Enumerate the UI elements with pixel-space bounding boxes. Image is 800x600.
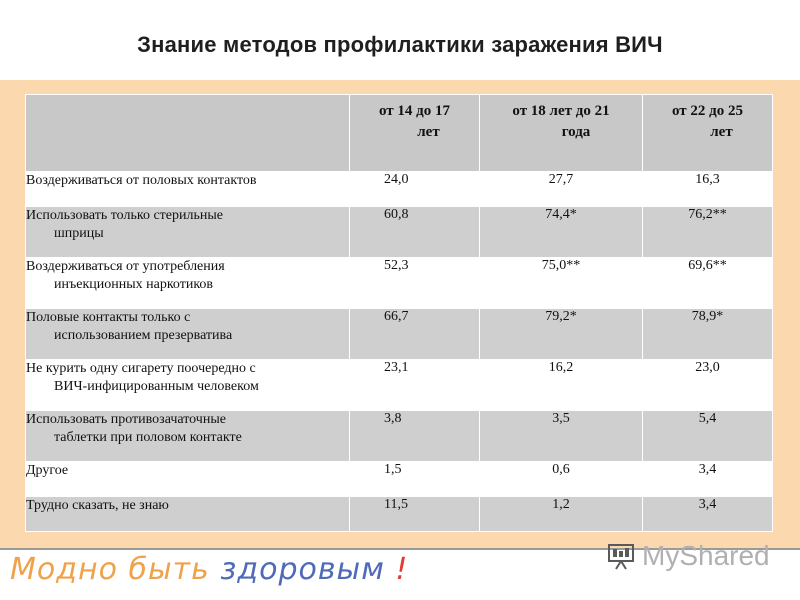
cell-value: 5,4 bbox=[642, 410, 773, 462]
slogan-part-1: Модно быть bbox=[10, 552, 210, 587]
row-label: Использовать только стерильные bbox=[26, 208, 223, 223]
cell-value: 0,6 bbox=[479, 461, 643, 497]
table-row: Использовать противозачаточные таблетки п… bbox=[25, 410, 773, 462]
cell-value: 52,3 bbox=[349, 257, 480, 309]
header-age-18-21: от 18 лет до 21 года bbox=[479, 94, 643, 172]
table-row: Использовать только стерильные шприцы 60,… bbox=[25, 206, 773, 258]
table-row: Не курить одну сигарету поочередно с ВИЧ-… bbox=[25, 359, 773, 411]
cell-value: 16,2 bbox=[479, 359, 643, 411]
row-label: Воздерживаться от употребления bbox=[26, 259, 225, 274]
row-label-continued: таблетки при половом контакте bbox=[54, 430, 242, 445]
header-age-22-25: от 22 до 25 лет bbox=[642, 94, 773, 172]
cell-value: 3,4 bbox=[642, 461, 773, 497]
cell-value: 11,5 bbox=[349, 496, 480, 532]
cell-value: 27,7 bbox=[479, 171, 643, 207]
cell-value: 78,9* bbox=[642, 308, 773, 360]
slogan-part-2: здоровым bbox=[220, 552, 385, 587]
cell-value: 60,8 bbox=[349, 206, 480, 258]
row-label: Трудно сказать, не знаю bbox=[26, 498, 169, 513]
cell-value: 66,7 bbox=[349, 308, 480, 360]
table-row: Другое 1,5 0,6 3,4 bbox=[25, 461, 773, 497]
header-empty-cell bbox=[25, 94, 350, 172]
cell-value: 74,4* bbox=[479, 206, 643, 258]
table-row: Воздерживаться от половых контактов 24,0… bbox=[25, 171, 773, 207]
cell-value: 76,2** bbox=[642, 206, 773, 258]
cell-value: 1,5 bbox=[349, 461, 480, 497]
footer-divider bbox=[0, 548, 800, 550]
slogan-part-3: ! bbox=[395, 552, 409, 587]
cell-value: 75,0** bbox=[479, 257, 643, 309]
cell-value: 3,5 bbox=[479, 410, 643, 462]
footer-band bbox=[0, 550, 800, 600]
data-table: от 14 до 17 лет от 18 лет до 21 года от 22… bbox=[25, 94, 773, 532]
row-label-continued: ВИЧ-инфицированным человеком bbox=[54, 379, 259, 394]
footer-slogan: Модно быть здоровым ! bbox=[10, 552, 408, 587]
table-row: Половые контакты только с использованием … bbox=[25, 308, 773, 360]
row-label-continued: использованием презерватива bbox=[54, 328, 233, 343]
presentation-board-icon bbox=[608, 544, 634, 570]
row-label: Другое bbox=[26, 463, 69, 478]
cell-value: 69,6** bbox=[642, 257, 773, 309]
cell-value: 24,0 bbox=[349, 171, 480, 207]
cell-value: 23,0 bbox=[642, 359, 773, 411]
cell-value: 16,3 bbox=[642, 171, 773, 207]
cell-value: 1,2 bbox=[479, 496, 643, 532]
top-band bbox=[0, 0, 800, 80]
myshared-logo[interactable]: MyShared bbox=[606, 538, 770, 574]
page-title: Знание методов профилактики заражения ВИ… bbox=[137, 32, 663, 57]
row-label: Использовать противозачаточные bbox=[26, 412, 226, 427]
row-label: Воздерживаться от половых контактов bbox=[26, 173, 257, 188]
table-row: Трудно сказать, не знаю 11,5 1,2 3,4 bbox=[25, 496, 773, 532]
cell-value: 79,2* bbox=[479, 308, 643, 360]
row-label-continued: инъекционных наркотиков bbox=[54, 277, 214, 292]
logo-text: MyShared bbox=[642, 540, 770, 571]
cell-value: 3,8 bbox=[349, 410, 480, 462]
row-label: Не курить одну сигарету поочередно с bbox=[26, 361, 256, 376]
table-row: Воздерживаться от употребления инъекционн… bbox=[25, 257, 773, 309]
table-header-row: от 14 до 17 лет от 18 лет до 21 года от 22… bbox=[25, 94, 773, 172]
row-label-continued: шприцы bbox=[54, 226, 104, 241]
cell-value: 3,4 bbox=[642, 496, 773, 532]
header-age-14-17: от 14 до 17 лет bbox=[349, 94, 480, 172]
cell-value: 23,1 bbox=[349, 359, 480, 411]
row-label: Половые контакты только с bbox=[26, 310, 191, 325]
